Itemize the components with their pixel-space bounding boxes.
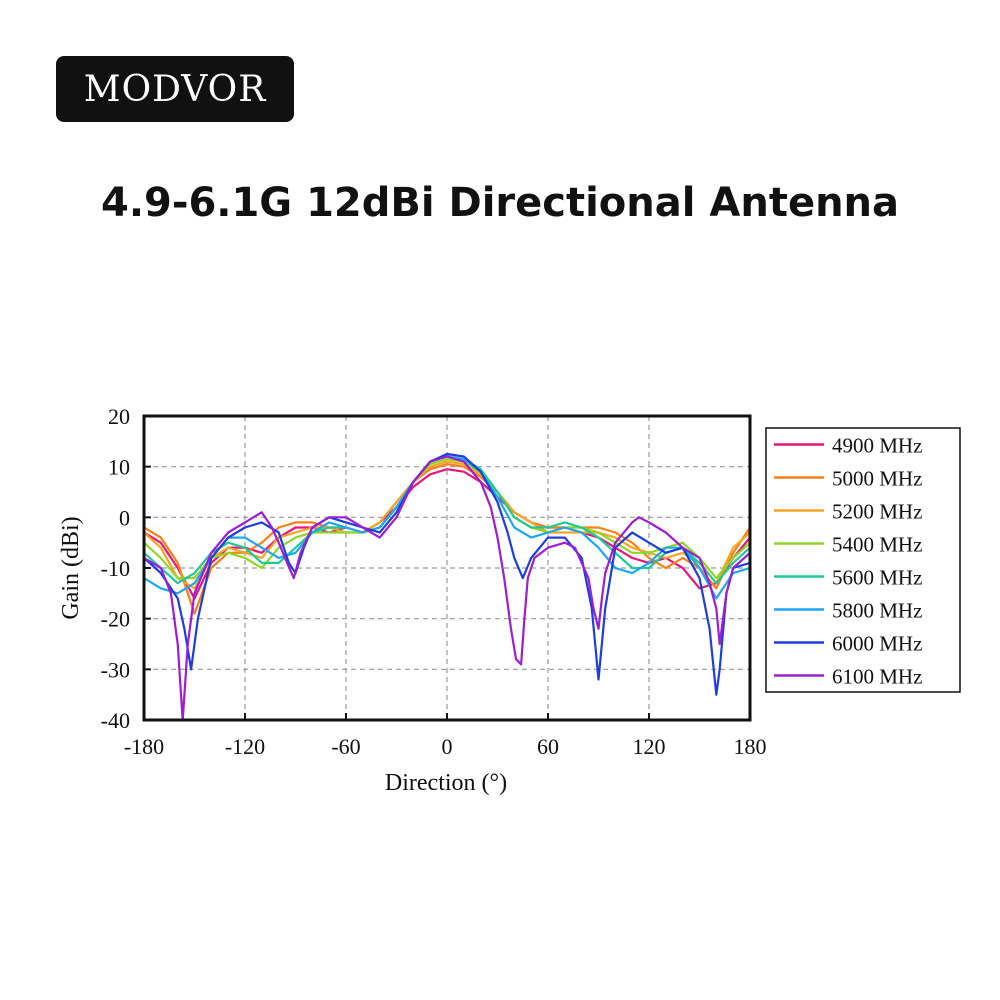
series-line-6100-mhz [144, 455, 750, 720]
y-tick-label: 10 [108, 455, 130, 480]
legend-label: 4900 MHz [832, 434, 922, 458]
x-tick-label: 0 [442, 734, 453, 759]
x-tick-label: -180 [124, 734, 164, 759]
legend-box [765, 427, 961, 693]
x-tick-label: 60 [537, 734, 559, 759]
product-headline: 4.9-6.1G 12dBi Directional Antenna [100, 180, 900, 226]
series-line-5400-mhz [144, 458, 750, 580]
y-tick-label: 0 [119, 505, 130, 530]
series-line-6000-mhz [144, 452, 750, 696]
brand-logo-text: MODVOR [83, 68, 267, 110]
legend-label: 6000 MHz [832, 632, 922, 656]
y-tick-label: -10 [101, 556, 130, 581]
x-tick-label: -60 [331, 734, 360, 759]
legend-label: 5800 MHz [832, 599, 922, 623]
legend-label: 6100 MHz [832, 665, 922, 689]
series-lines [144, 452, 750, 720]
y-tick-label: 20 [108, 404, 130, 429]
y-axis-label: Gain (dBi) [58, 516, 84, 619]
legend: 4900 MHz 5000 MHz 5200 MHz 5400 MHz 5600 MHz… [765, 427, 961, 693]
y-tick-label: -40 [101, 708, 130, 733]
axis-ticks: -180 -120 -60 0 60 120 180 20 10 0 -10 -20 -30 -40 [101, 404, 767, 759]
legend-label: 5400 MHz [832, 533, 922, 557]
brand-logo: MODVOR [56, 56, 294, 122]
x-tick-label: 180 [734, 734, 767, 759]
legend-label: 5600 MHz [832, 566, 922, 590]
legend-label: 5200 MHz [832, 500, 922, 524]
y-tick-label: -30 [101, 657, 130, 682]
x-tick-label: -120 [225, 734, 265, 759]
x-axis-label: Direction (°) [385, 770, 507, 796]
legend-label: 5000 MHz [832, 467, 922, 491]
x-tick-label: 120 [633, 734, 666, 759]
y-tick-label: -20 [101, 607, 130, 632]
